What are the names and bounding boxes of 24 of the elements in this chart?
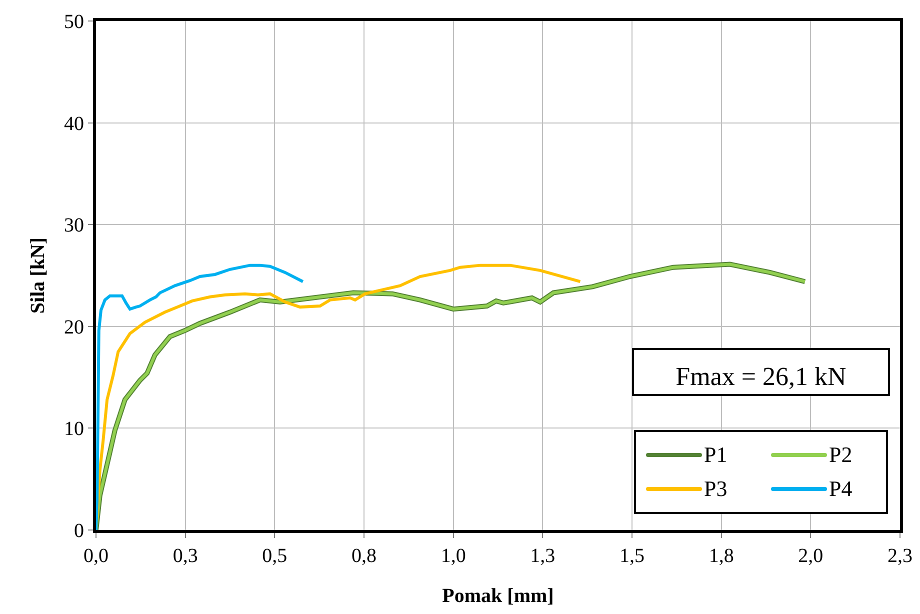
y-axis-title: Sila [kN] — [27, 237, 49, 314]
annotation: Fmax = 26,1 kN — [676, 362, 846, 392]
x-tick-label: 1,5 — [620, 545, 644, 567]
x-tick-label: 1,3 — [530, 545, 556, 567]
note-box: Fmax = 26,1 kN — [632, 348, 890, 396]
y-tick-label: 30 — [64, 214, 84, 237]
x-tick-label: 1,8 — [708, 545, 734, 567]
x-tick-label: 1,0 — [440, 545, 466, 567]
y-tick-label: 50 — [64, 11, 84, 33]
x-tick-label: 0,8 — [352, 545, 376, 567]
x-tick-label: 0,0 — [84, 545, 108, 567]
legend-label: P3 — [704, 476, 728, 502]
legend-label: P1 — [704, 442, 728, 468]
y-tick-label: 10 — [64, 418, 84, 440]
x-tick-label: 0,3 — [172, 545, 198, 567]
y-tick-label: 0 — [74, 520, 84, 542]
x-tick-label: 2,0 — [798, 545, 824, 567]
x-axis-title: Pomak [mm] — [442, 585, 554, 607]
legend-label: P2 — [829, 442, 852, 468]
x-tick-label: 2,3 — [888, 545, 912, 567]
x-tick-label: 0,5 — [262, 545, 288, 567]
legend-label: P4 — [829, 476, 852, 502]
y-tick-label: 20 — [64, 316, 84, 338]
y-tick-label: 40 — [64, 112, 84, 135]
